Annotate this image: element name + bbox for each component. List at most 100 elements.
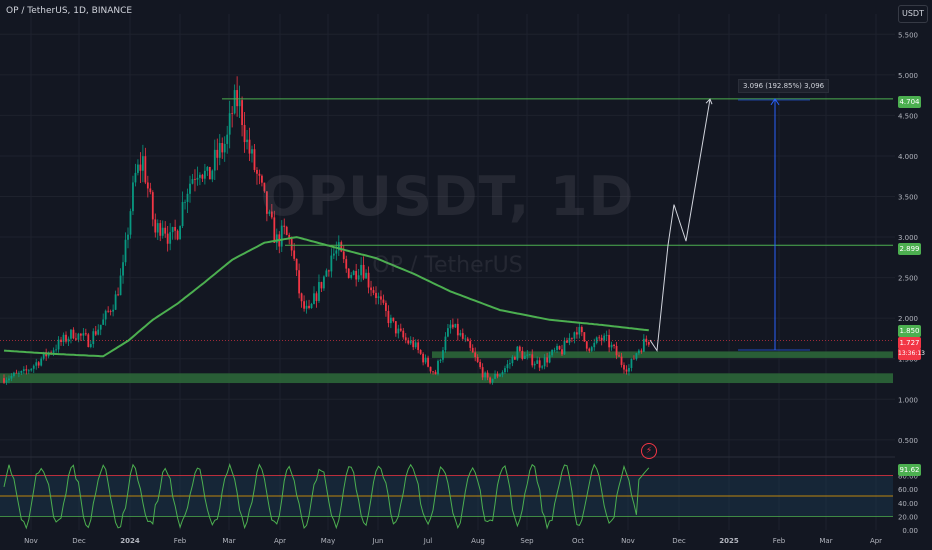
candle-body xyxy=(578,327,581,335)
candle-body xyxy=(82,333,85,336)
candle-body xyxy=(10,375,13,379)
candle-body xyxy=(151,192,154,220)
candle-body xyxy=(107,310,110,312)
candle-body xyxy=(283,225,286,227)
candle-body xyxy=(146,182,149,189)
candle-body xyxy=(375,292,377,298)
candle-body xyxy=(243,125,246,143)
y-tick-label: 5.500 xyxy=(898,31,918,39)
candle-body xyxy=(585,341,588,349)
candle-body xyxy=(181,202,184,227)
candle-body xyxy=(159,223,162,236)
candle-body xyxy=(251,149,253,154)
support-zone xyxy=(432,351,893,358)
candle-body xyxy=(223,143,226,153)
projection-arrowhead xyxy=(705,98,713,105)
candle-body xyxy=(461,333,464,339)
candle-body xyxy=(236,90,239,107)
candle-body xyxy=(208,166,211,180)
candle-body xyxy=(92,331,95,345)
candle-body xyxy=(186,193,189,202)
x-tick-label: Nov xyxy=(24,537,38,545)
candle-body xyxy=(119,275,122,296)
candle-body xyxy=(84,333,87,335)
candle-body xyxy=(87,334,90,348)
candle-body xyxy=(109,311,112,312)
candle-body xyxy=(99,324,102,330)
candle-body xyxy=(471,347,474,353)
candle-body xyxy=(608,334,611,348)
rsi-line xyxy=(3,463,650,530)
candle-body xyxy=(610,344,613,348)
candle-body xyxy=(528,354,531,356)
candle-body xyxy=(35,362,38,366)
candle-body xyxy=(588,348,591,351)
candle-body xyxy=(633,358,635,360)
candle-body xyxy=(630,358,633,368)
x-tick-label: Sep xyxy=(520,537,534,545)
bolt-icon[interactable]: ⚡ xyxy=(641,443,657,459)
candle-body xyxy=(454,323,457,328)
candle-body xyxy=(62,334,65,343)
candle-body xyxy=(166,233,169,244)
x-tick-label: Mar xyxy=(222,537,235,545)
projection-path xyxy=(649,99,711,353)
candle-body xyxy=(618,355,620,357)
candle-body xyxy=(176,230,179,240)
candle-body xyxy=(315,293,318,301)
candle-body xyxy=(546,357,549,363)
candle-body xyxy=(17,372,20,374)
candle-body xyxy=(444,336,447,351)
candle-body xyxy=(362,264,365,279)
x-tick-label: Dec xyxy=(672,537,686,545)
measure-bottom-band xyxy=(738,348,810,351)
candle-body xyxy=(318,282,320,301)
y-tick-label: 3.000 xyxy=(898,234,918,242)
candle-body xyxy=(270,211,273,218)
candle-body xyxy=(566,340,568,343)
candle-body xyxy=(137,164,139,173)
candle-body xyxy=(164,227,167,234)
candle-body xyxy=(372,290,375,293)
currency-label[interactable]: USDT xyxy=(898,5,928,23)
candle-body xyxy=(623,364,625,370)
axes: 0.5001.0001.5002.0002.5003.0003.5004.000… xyxy=(24,31,918,545)
candle-body xyxy=(55,349,57,351)
candle-body xyxy=(122,262,124,276)
candle-body xyxy=(330,255,333,272)
candle-body xyxy=(494,373,496,379)
candle-body xyxy=(189,183,191,194)
candle-body xyxy=(37,362,40,366)
candle-body xyxy=(387,310,390,324)
candle-body xyxy=(625,369,628,372)
candle-body xyxy=(8,378,10,381)
x-tick-label: Apr xyxy=(274,537,286,545)
chart-title: OP / TetherUS, 1D, BINANCE xyxy=(6,6,133,16)
candle-body xyxy=(350,274,353,278)
candle-body xyxy=(313,293,315,304)
candle-body xyxy=(543,357,546,367)
moving-average-line xyxy=(3,236,649,358)
candle-body xyxy=(464,338,467,340)
candle-body xyxy=(466,338,469,342)
candle-body xyxy=(253,149,256,170)
candle-body xyxy=(499,374,501,377)
candle-body xyxy=(134,172,137,183)
candle-body xyxy=(241,100,243,126)
rsi-tick-label: 40.00 xyxy=(898,500,918,508)
candle-body xyxy=(290,238,293,251)
candle-body xyxy=(620,356,623,365)
candle-body xyxy=(149,188,152,193)
candle-body xyxy=(77,333,80,340)
candle-body xyxy=(203,170,206,179)
candle-body xyxy=(258,173,261,176)
candle-body xyxy=(409,340,412,344)
candle-body xyxy=(216,149,219,158)
rsi-tick-label: 80.00 xyxy=(898,473,918,481)
candle-body xyxy=(347,268,350,278)
candle-body xyxy=(221,142,224,153)
candle-body xyxy=(89,344,92,348)
candle-body xyxy=(327,270,330,272)
target-price-tag: 4.704 xyxy=(898,96,921,108)
